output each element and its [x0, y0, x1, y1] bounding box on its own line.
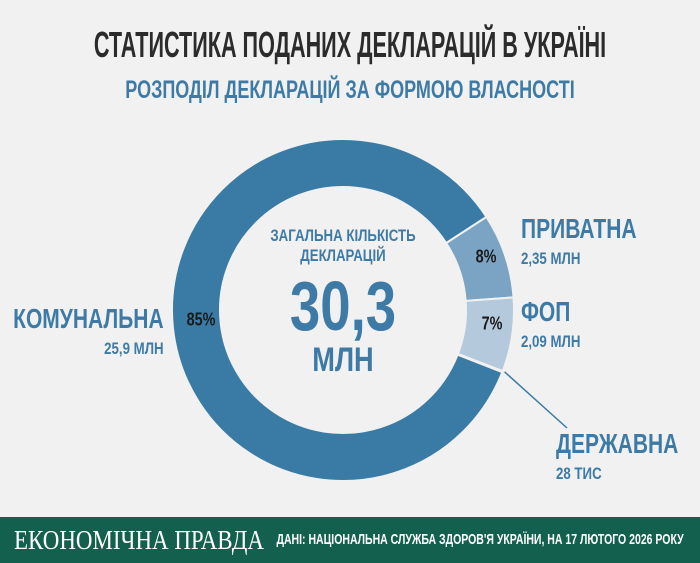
page-title-text: СТАТИСТИКА ПОДАНИХ ДЕКЛАРАЦІЙ В УКРАЇНІ: [93, 24, 607, 65]
donut-center: ЗАГАЛЬНА КІЛЬКІСТЬ ДЕКЛАРАЦІЙ 30,3 МЛН: [213, 226, 473, 378]
center-value: 30,3: [289, 267, 397, 345]
legend-name: ФОП: [521, 296, 571, 327]
pct-label-fop: 7%: [481, 313, 503, 334]
legend-komunalna: КОМУНАЛЬНА 25,9 МЛН: [0, 303, 164, 359]
leader-line-derzhavna: [504, 371, 568, 429]
page-title: СТАТИСТИКА ПОДАНИХ ДЕКЛАРАЦІЙ В УКРАЇНІ: [0, 24, 700, 68]
donut-slice-3: [171, 138, 504, 482]
legend-amount: 2,09 МЛН: [521, 332, 581, 351]
legend-name: ПРИВАТНА: [521, 213, 637, 244]
pct-label-komunalna: 85%: [186, 309, 216, 330]
pct-label-pryvatna: 8%: [475, 246, 497, 267]
legend-name: КОМУНАЛЬНА: [13, 303, 164, 334]
legend-amount: 25,9 МЛН: [104, 339, 164, 358]
page-subtitle-text: РОЗПОДІЛ ДЕКЛАРАЦІЙ ЗА ФОРМОЮ ВЛАСНОСТІ: [125, 76, 575, 104]
legend-pryvatna: ПРИВАТНА 2,35 МЛН: [521, 213, 675, 269]
center-caption: ЗАГАЛЬНА КІЛЬКІСТЬ ДЕКЛАРАЦІЙ: [270, 226, 416, 265]
legend-amount: 28 ТИС: [556, 464, 602, 483]
logo: ЕКОНОМІЧНА ПРАВДА: [14, 525, 264, 555]
page-subtitle: РОЗПОДІЛ ДЕКЛАРАЦІЙ ЗА ФОРМОЮ ВЛАСНОСТІ: [0, 76, 700, 106]
center-unit: МЛН: [312, 341, 374, 379]
legend-amount: 2,35 МЛН: [521, 249, 581, 268]
legend-fop: ФОП 2,09 МЛН: [521, 296, 597, 352]
legend-name: ДЕРЖАВНА: [556, 428, 679, 459]
legend-derzhavna: ДЕРЖАВНА 28 ТИС: [556, 428, 700, 484]
footer: ЕКОНОМІЧНА ПРАВДА ДАНІ: НАЦІОНАЛЬНА СЛУЖ…: [0, 517, 700, 563]
source-note: ДАНІ: НАЦІОНАЛЬНА СЛУЖБА ЗДОРОВ'Я УКРАЇН…: [276, 531, 684, 548]
